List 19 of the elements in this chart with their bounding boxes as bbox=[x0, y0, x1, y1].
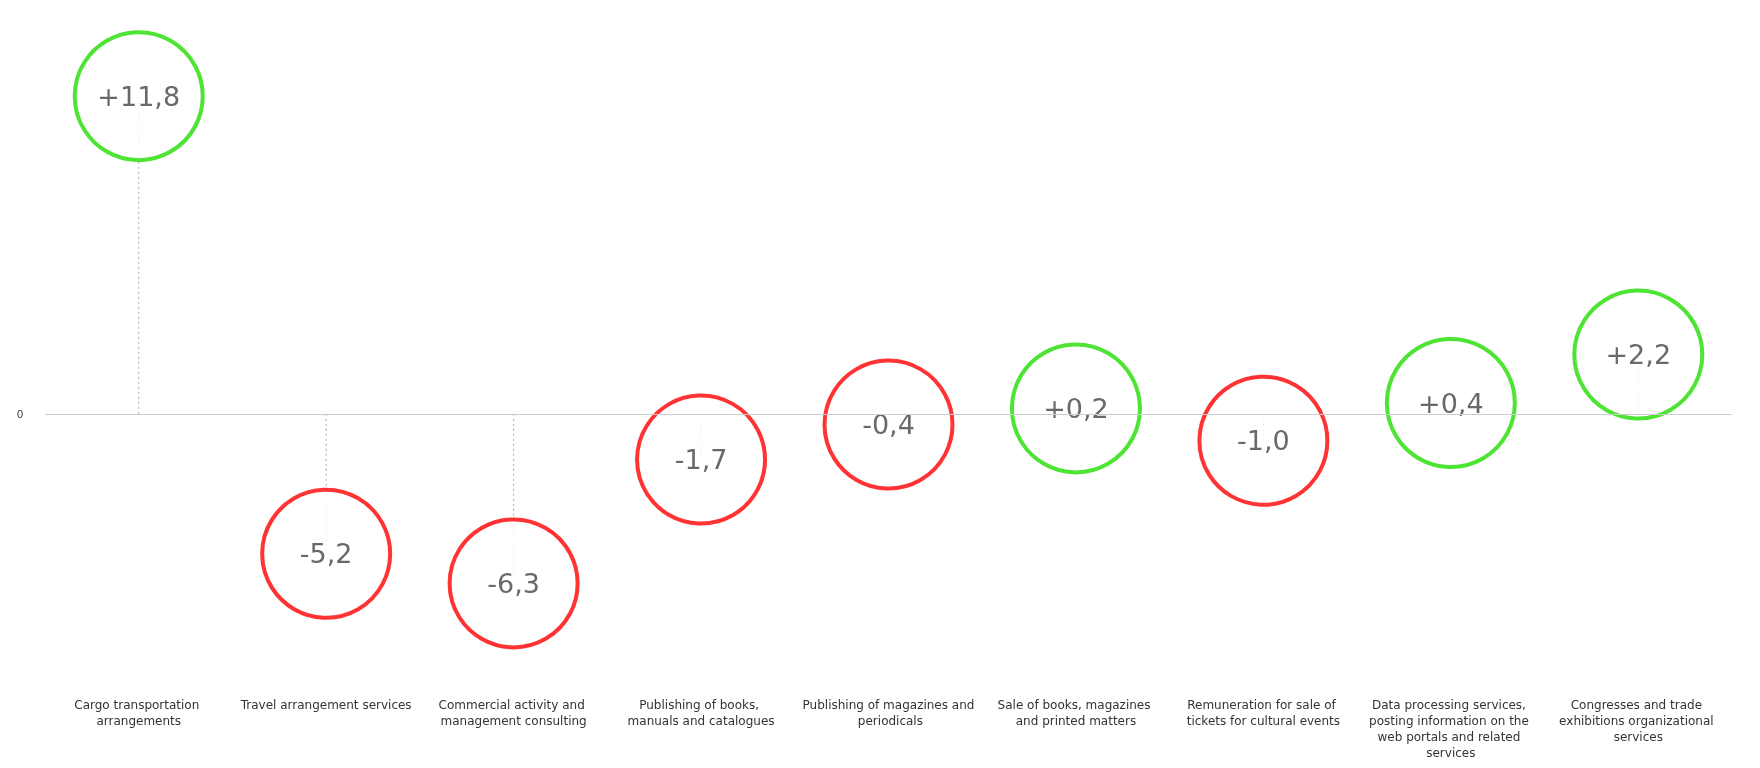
x-tick-label: Cargo transportation arrangements bbox=[74, 698, 204, 728]
data-label: -1,0 bbox=[1237, 425, 1290, 457]
x-tick-label: Publishing of books, manuals and catalogues bbox=[627, 698, 775, 728]
data-label: +2,2 bbox=[1605, 339, 1672, 371]
data-label: +0,2 bbox=[1043, 392, 1109, 424]
data-label: +11,8 bbox=[97, 80, 181, 112]
x-tick-label: Remuneration for sale of tickets for cultural events bbox=[1186, 698, 1341, 728]
data-label: -6,3 bbox=[487, 567, 540, 599]
ref-line-label: 0 bbox=[16, 407, 23, 420]
x-tick-label: Travel arrangement services bbox=[239, 698, 412, 712]
x-tick-label: Sale of books, magazines and printed matters bbox=[997, 698, 1155, 728]
x-tick-label: Commercial activity and management consulting bbox=[438, 698, 589, 728]
x-tick-label: Congresses and trade exhibitions organizational services bbox=[1559, 698, 1718, 744]
data-label: -5,2 bbox=[299, 538, 353, 570]
data-label: +0,4 bbox=[1418, 387, 1484, 419]
data-label: -0,4 bbox=[862, 409, 915, 441]
x-tick-label: Publishing of magazines and periodicals bbox=[802, 698, 975, 728]
x-tick-label: Data processing services, posting information on the web portals and related services bbox=[1369, 698, 1533, 760]
data-label: -1,7 bbox=[674, 444, 728, 476]
